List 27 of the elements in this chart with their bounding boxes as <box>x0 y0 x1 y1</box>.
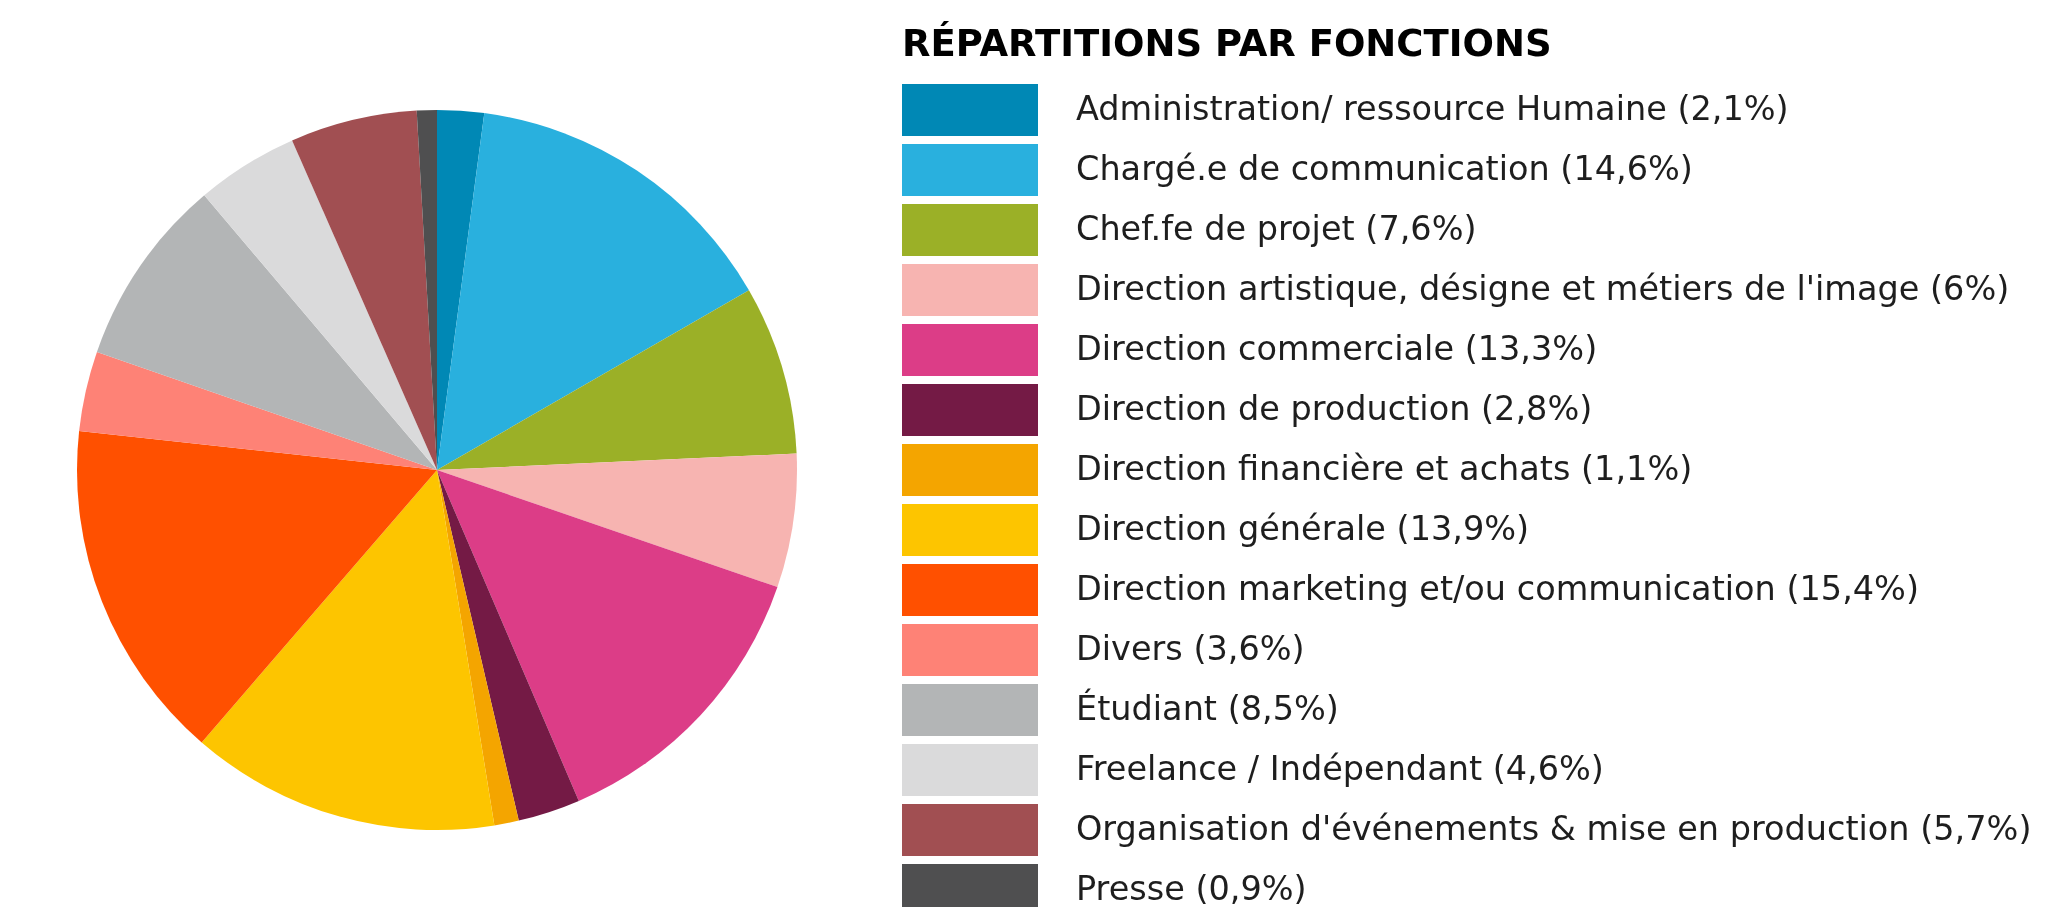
legend-label: Direction artistique, désigne et métiers de l'image (6%) <box>1076 269 2010 308</box>
legend-label: Divers (3,6%) <box>1076 629 1305 668</box>
legend-label: Direction marketing et/ou communication (15,4%) <box>1076 569 1920 608</box>
legend-label: Direction financière et achats (1,1%) <box>1076 449 1693 488</box>
pie-slice <box>96 195 437 470</box>
pie-slice <box>437 470 778 801</box>
legend-label: Freelance / Indépendant (4,6%) <box>1076 749 1604 788</box>
legend-label: Direction de production (2,8%) <box>1076 389 1593 428</box>
legend-label: Étudiant (8,5%) <box>1076 688 1339 728</box>
legend-label: Organisation d'événements & mise en production (5,7%) <box>1076 809 2032 848</box>
legend-label: Presse (0,9%) <box>1076 869 1307 907</box>
pie-slice <box>437 453 797 588</box>
legend-label: Direction commerciale (13,3%) <box>1076 329 1598 368</box>
pie-slice <box>201 470 495 830</box>
legend-label: Direction générale (13,9%) <box>1076 509 1530 548</box>
legend-label: Administration/ ressource Humaine (2,1%) <box>1076 89 1789 128</box>
legend-label: Chef.fe de projet (7,6%) <box>1076 209 1477 248</box>
pie-slice <box>204 140 437 470</box>
pie-slice <box>437 290 797 470</box>
pie-slice <box>77 431 437 743</box>
pie-slice <box>292 110 437 470</box>
pie-slice <box>437 113 749 470</box>
legend-label: Chargé.e de communication (14,6%) <box>1076 149 1693 188</box>
legend-title: RÉPARTITIONS PAR FONCTIONS <box>902 21 1552 65</box>
pie-slice <box>437 470 519 826</box>
pie-slice <box>437 470 579 821</box>
pie-slice <box>79 351 437 470</box>
